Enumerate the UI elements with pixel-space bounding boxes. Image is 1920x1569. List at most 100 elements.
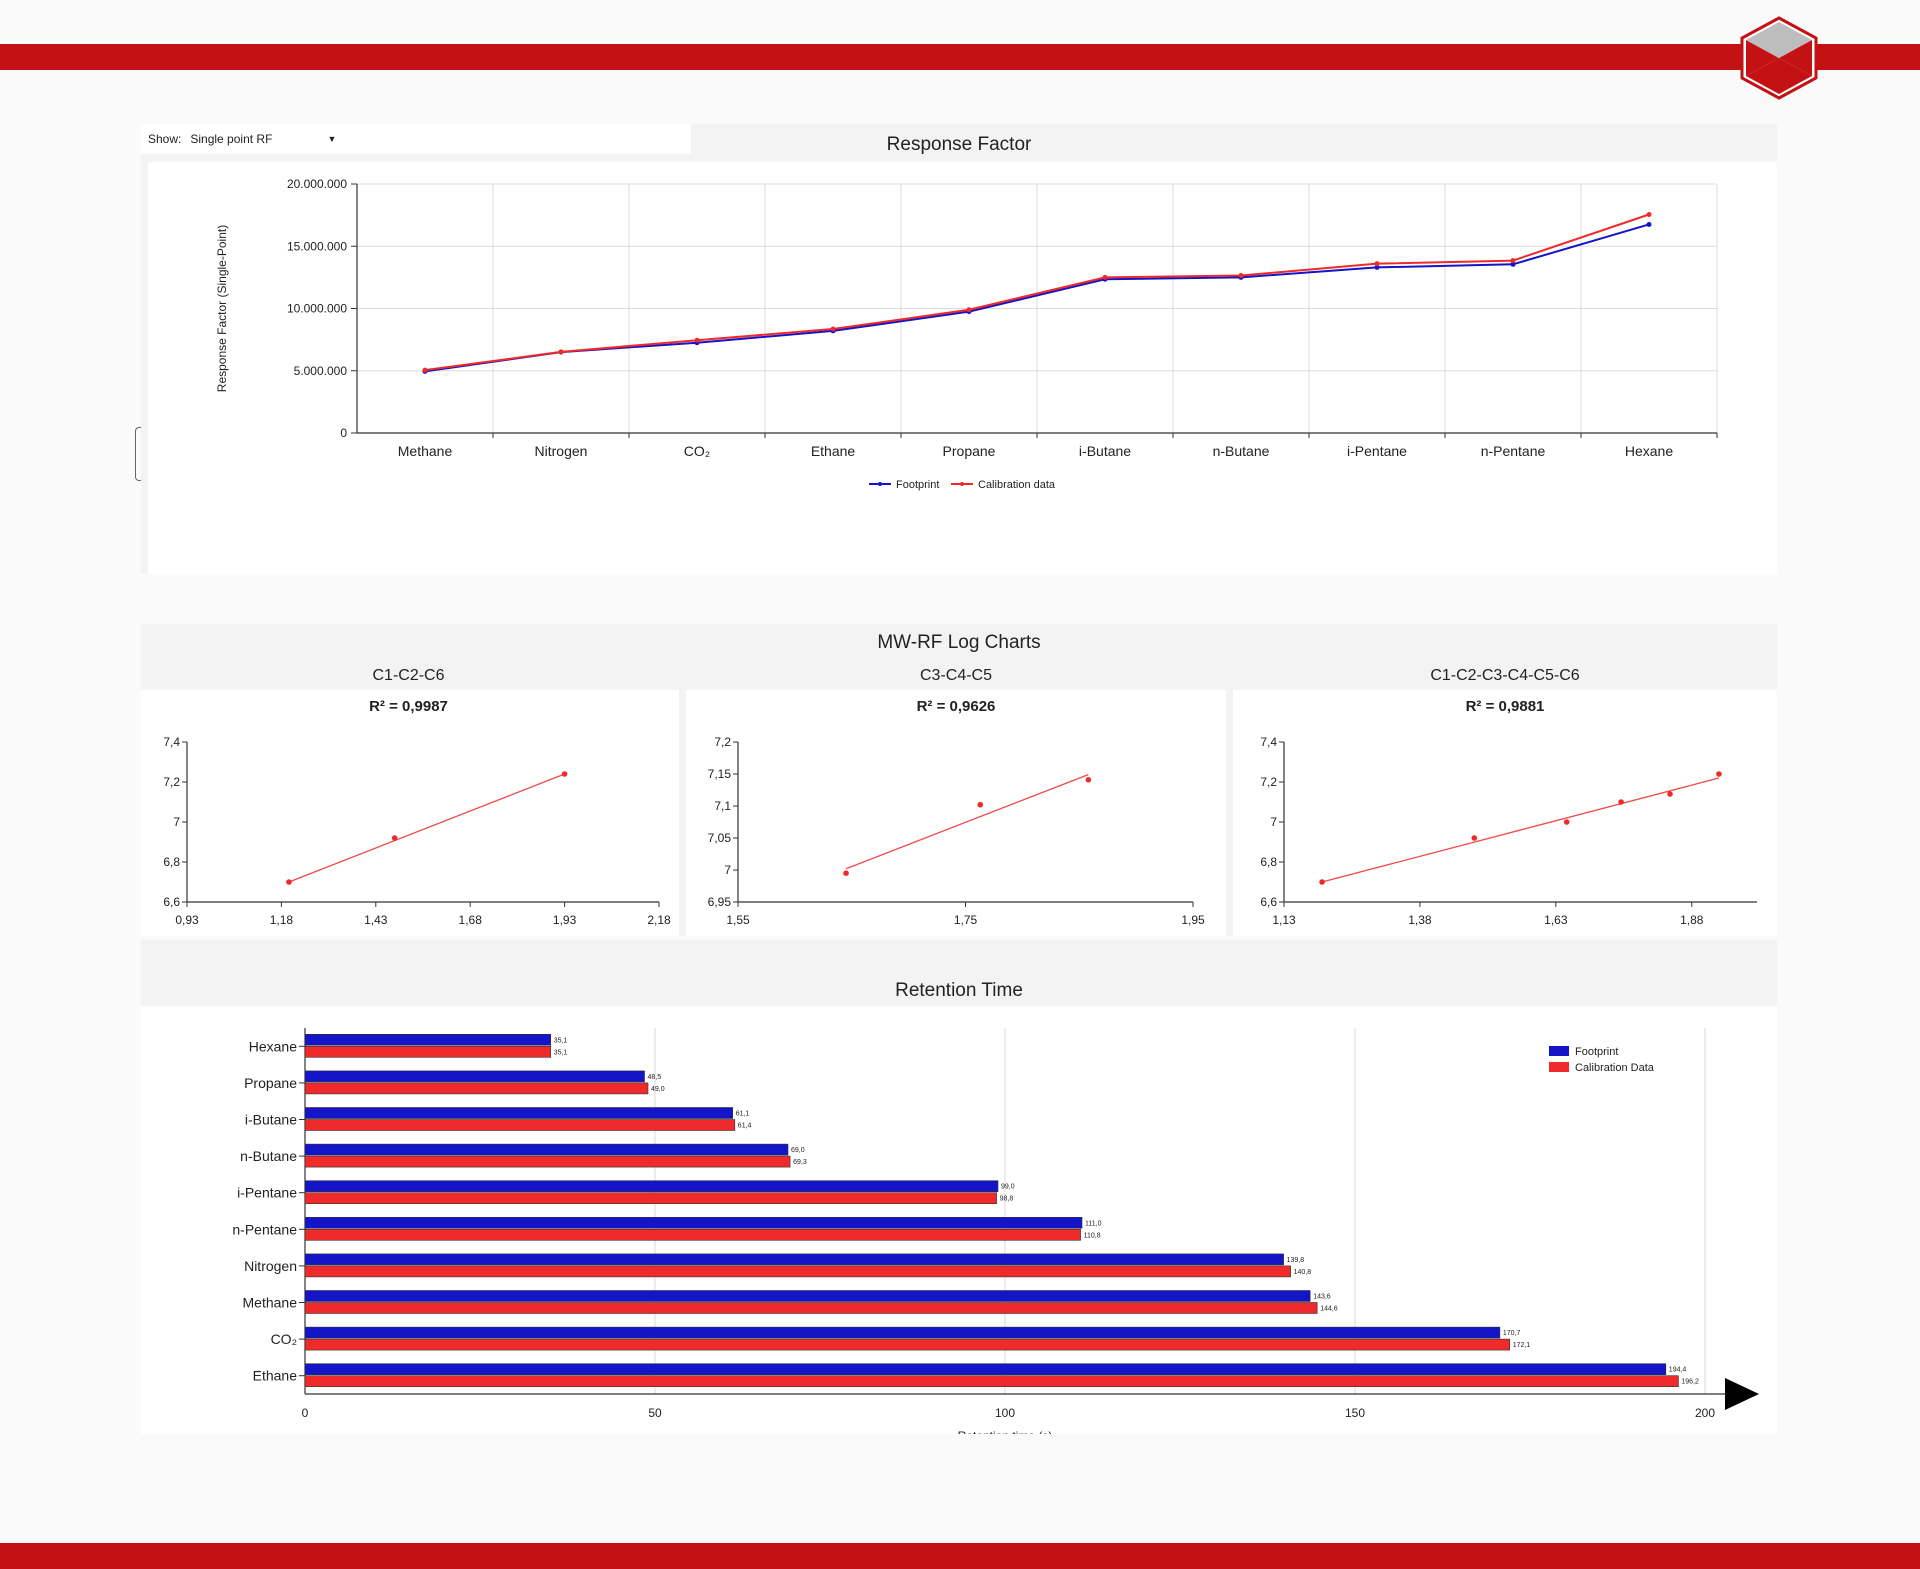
- rt-bar-calibration: [304, 1192, 997, 1204]
- rt-bar-value-label: 99,0: [1001, 1184, 1015, 1191]
- rt-bar-value-label: 69,3: [793, 1159, 807, 1166]
- log3-xtick-label: 1,63: [1544, 913, 1568, 927]
- show-dropdown-value: Single point RF: [190, 132, 273, 146]
- bottom-brand-band: [0, 1543, 1920, 1569]
- rf-category-label: i-Pentane: [1347, 443, 1407, 459]
- log-chart-1: 6,6 6,8 7 7,2 7,4 0,93 1,18 1,43 1,68 1,93 2,18: [163, 735, 671, 927]
- rf-category-label: Ethane: [811, 443, 856, 459]
- rt-bar-value-label: 98,8: [1000, 1196, 1014, 1203]
- log1-xtick-label: 0,93: [175, 913, 199, 927]
- rt-bar-calibration: [304, 1119, 736, 1131]
- rf-data-point: [1510, 261, 1516, 267]
- rt-bar-footprint: [304, 1217, 1083, 1229]
- rt-bar-value-label: 140,8: [1294, 1269, 1312, 1276]
- log2-trend-line: [845, 774, 1089, 870]
- rt-bar-footprint: [304, 1143, 789, 1156]
- log-chart-2-title: C3-C4-C5: [919, 667, 992, 684]
- log3-ytick-label: 6,8: [1260, 855, 1277, 869]
- log3-xtick-label: 1,88: [1680, 913, 1704, 927]
- rt-bar-value-label: 110,8: [1084, 1232, 1101, 1239]
- rf-category-label: n-Butane: [1213, 443, 1270, 459]
- rt-legend-swatch-footprint: [1549, 1046, 1569, 1056]
- rt-bar-footprint: [304, 1326, 1501, 1339]
- log3-ytick-label: 7,2: [1260, 775, 1277, 789]
- rf-data-point: [1102, 274, 1108, 280]
- rt-bar-calibration: [304, 1045, 551, 1058]
- log-chart-3: 6,6 6,8 7 7,2 7,4 1,13 1,38 1,63 1,88: [1260, 735, 1757, 927]
- show-dropdown[interactable]: Single point RF ▼: [190, 129, 339, 149]
- rt-category-label: Hexane: [249, 1038, 297, 1054]
- rt-xtick-label: 0: [302, 1406, 309, 1420]
- rt-bar-value-label: 170,7: [1503, 1330, 1521, 1337]
- rt-bar-calibration: [304, 1302, 1318, 1314]
- log3-data-point: [1667, 791, 1673, 797]
- log2-data-point: [843, 870, 849, 876]
- response-factor-title: Response Factor: [886, 134, 1032, 155]
- rt-legend-label-calibration: Calibration Data: [1575, 1062, 1655, 1074]
- rf-ytick-label: 20.000.000: [287, 177, 347, 191]
- rf-data-point: [422, 367, 428, 373]
- rf-series-line-2: [424, 213, 1650, 372]
- rf-category-label: CO₂: [684, 443, 710, 459]
- log2-ytick-label: 7,2: [714, 735, 731, 749]
- log-chart-2-r2: R² = 0,9626: [916, 698, 996, 715]
- rf-data-point: [1238, 273, 1244, 279]
- log3-xtick-label: 1,38: [1408, 913, 1432, 927]
- rt-bar-value-label: 61,1: [736, 1111, 750, 1118]
- rf-data-point: [1374, 261, 1380, 267]
- rf-ytick-label: 10.000.000: [287, 302, 347, 316]
- log1-ytick-label: 7,2: [163, 775, 180, 789]
- rt-legend-swatch-calibration: [1549, 1062, 1569, 1072]
- log3-ytick-label: 7: [1270, 815, 1277, 829]
- rt-category-label: Propane: [244, 1075, 297, 1091]
- log1-xtick-label: 2,18: [647, 913, 671, 927]
- rt-bar-value-label: 143,6: [1313, 1294, 1331, 1301]
- rf-category-label: Hexane: [1625, 443, 1673, 459]
- chevron-down-icon: ▼: [327, 134, 337, 144]
- rf-ytick-label: 5.000.000: [294, 364, 348, 378]
- rt-bar-value-label: 35,1: [554, 1037, 568, 1044]
- mw-rf-log-title: MW-RF Log Charts: [877, 632, 1041, 653]
- log2-ytick-label: 7,05: [708, 831, 732, 845]
- rt-bar-value-label: 111,0: [1085, 1220, 1102, 1227]
- retention-time-panel: Retention Time 0 50 100 150 200 Retention tim…: [141, 940, 1777, 1443]
- side-collapse-handle[interactable]: [135, 427, 143, 481]
- mw-rf-log-panel: MW-RF Log Charts C1-C2-C6 R² = 0,9987 6,…: [141, 624, 1777, 936]
- retention-time-title: Retention Time: [895, 980, 1023, 1001]
- rt-bar-value-label: 48,5: [648, 1074, 662, 1081]
- log-chart-2: 6,95 7 7,05 7,1 7,15 7,2 1,55 1,75 1,95: [708, 735, 1205, 927]
- log-chart-3-title: C1-C2-C3-C4-C5-C6: [1430, 667, 1580, 684]
- log1-xtick-label: 1,18: [270, 913, 294, 927]
- log1-xtick-label: 1,43: [364, 913, 388, 927]
- rt-axis-arrow-icon: [1725, 1378, 1759, 1410]
- show-selector-bar: Show: Single point RF ▼: [141, 124, 691, 154]
- log2-ytick-label: 6,95: [708, 895, 732, 909]
- log2-xtick-label: 1,95: [1181, 913, 1205, 927]
- response-factor-chart: 0 5.000.000 10.000.000 15.000.000 20.000.000…: [215, 177, 1718, 491]
- log1-data-point: [391, 835, 398, 841]
- log3-ytick-label: 7,4: [1260, 735, 1277, 749]
- rt-category-label: i-Butane: [245, 1112, 297, 1128]
- rt-bar-calibration: [304, 1082, 649, 1095]
- top-brand-band: [0, 44, 1920, 70]
- rt-bar-calibration: [304, 1155, 791, 1168]
- rt-bar-footprint: [304, 1107, 734, 1119]
- log3-data-point: [1471, 835, 1478, 841]
- log1-ytick-label: 7: [173, 815, 180, 829]
- rt-bar-value-label: 172,1: [1513, 1342, 1531, 1349]
- rt-xtick-label: 200: [1695, 1406, 1715, 1420]
- rf-data-point: [1374, 264, 1380, 270]
- rf-legend-marker-footprint: [878, 482, 882, 486]
- log1-trend-line: [288, 773, 565, 883]
- rf-category-label: n-Pentane: [1481, 443, 1546, 459]
- log-chart-1-title: C1-C2-C6: [372, 667, 445, 684]
- log2-ytick-label: 7,1: [714, 799, 731, 813]
- log2-ytick-label: 7: [724, 863, 731, 877]
- log1-data-point: [561, 771, 568, 777]
- log2-data-point: [977, 801, 984, 808]
- log2-data-point: [1085, 776, 1092, 783]
- rf-data-point: [830, 326, 836, 332]
- rf-legend-label-calibration: Calibration data: [978, 479, 1056, 491]
- log3-data-point: [1563, 819, 1570, 825]
- rt-bar-footprint: [304, 1290, 1311, 1302]
